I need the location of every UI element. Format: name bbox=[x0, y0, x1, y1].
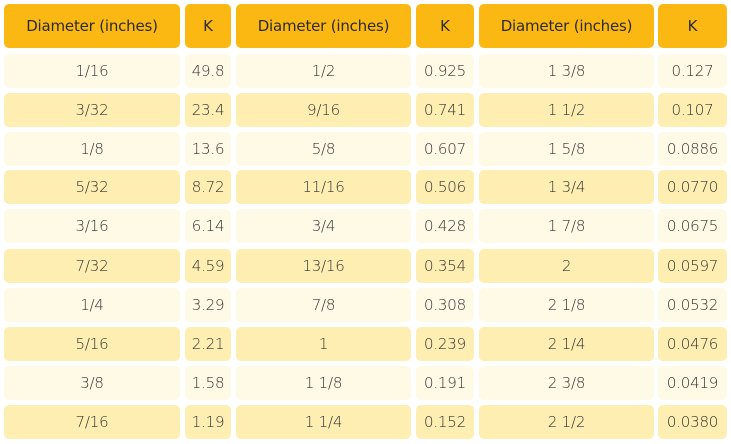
table-cell-k: 8.72 bbox=[185, 170, 231, 204]
table-cell-diameter: 1 3/4 bbox=[479, 170, 654, 204]
table-cell-diameter: 1 1/8 bbox=[236, 366, 411, 400]
table-cell-diameter: 2 1/2 bbox=[479, 405, 654, 439]
table-cell-k: 0.506 bbox=[416, 170, 474, 204]
table-cell-k: 0.0419 bbox=[658, 366, 727, 400]
table-cell-diameter: 7/32 bbox=[4, 249, 180, 283]
table-cell-diameter: 5/16 bbox=[4, 327, 180, 361]
table-cell-k: 0.607 bbox=[416, 132, 474, 166]
table-cell-diameter: 1 bbox=[236, 327, 411, 361]
table-cell-k: 0.925 bbox=[416, 54, 474, 88]
table-cell-k: 6.14 bbox=[185, 209, 231, 243]
header-k-1: K bbox=[185, 4, 231, 48]
table-cell-k: 0.107 bbox=[658, 93, 727, 127]
table-cell-k: 0.127 bbox=[658, 54, 727, 88]
table-cell-diameter: 7/16 bbox=[4, 405, 180, 439]
table-cell-k: 0.0476 bbox=[658, 327, 727, 361]
table-cell-k: 1.58 bbox=[185, 366, 231, 400]
table-cell-diameter: 3/16 bbox=[4, 209, 180, 243]
table-cell-k: 49.8 bbox=[185, 54, 231, 88]
table-cell-diameter: 2 1/4 bbox=[479, 327, 654, 361]
table-cell-k: 0.308 bbox=[416, 288, 474, 322]
table-cell-diameter: 1 1/2 bbox=[479, 93, 654, 127]
table-cell-k: 4.59 bbox=[185, 249, 231, 283]
table-cell-k: 0.152 bbox=[416, 405, 474, 439]
table-cell-diameter: 9/16 bbox=[236, 93, 411, 127]
table-cell-diameter: 1/16 bbox=[4, 54, 180, 88]
table-cell-k: 0.239 bbox=[416, 327, 474, 361]
table-cell-diameter: 2 bbox=[479, 249, 654, 283]
table-cell-k: 0.741 bbox=[416, 93, 474, 127]
table-cell-diameter: 2 1/8 bbox=[479, 288, 654, 322]
table-cell-k: 0.0532 bbox=[658, 288, 727, 322]
table-cell-k: 0.191 bbox=[416, 366, 474, 400]
table-cell-k: 0.0770 bbox=[658, 170, 727, 204]
table-cell-diameter: 11/16 bbox=[236, 170, 411, 204]
table-cell-k: 0.0597 bbox=[658, 249, 727, 283]
table-cell-diameter: 1/2 bbox=[236, 54, 411, 88]
table-cell-diameter: 1 5/8 bbox=[479, 132, 654, 166]
table-cell-diameter: 3/8 bbox=[4, 366, 180, 400]
header-k-3: K bbox=[658, 4, 727, 48]
table-cell-k: 1.19 bbox=[185, 405, 231, 439]
table-cell-k: 0.0380 bbox=[658, 405, 727, 439]
table-cell-diameter: 1/8 bbox=[4, 132, 180, 166]
table-cell-k: 23.4 bbox=[185, 93, 231, 127]
table-cell-diameter: 5/8 bbox=[236, 132, 411, 166]
table-cell-diameter: 7/8 bbox=[236, 288, 411, 322]
table-cell-k: 2.21 bbox=[185, 327, 231, 361]
table-cell-diameter: 1/4 bbox=[4, 288, 180, 322]
table-cell-diameter: 2 3/8 bbox=[479, 366, 654, 400]
table-cell-diameter: 1 3/8 bbox=[479, 54, 654, 88]
table-cell-diameter: 3/4 bbox=[236, 209, 411, 243]
table-cell-diameter: 13/16 bbox=[236, 249, 411, 283]
header-diameter-2: Diameter (inches) bbox=[236, 4, 411, 48]
table-cell-k: 0.354 bbox=[416, 249, 474, 283]
table-cell-diameter: 1 7/8 bbox=[479, 209, 654, 243]
table-cell-k: 0.0886 bbox=[658, 132, 727, 166]
header-diameter-1: Diameter (inches) bbox=[4, 4, 180, 48]
header-k-2: K bbox=[416, 4, 474, 48]
table-cell-k: 3.29 bbox=[185, 288, 231, 322]
table-cell-diameter: 1 1/4 bbox=[236, 405, 411, 439]
table-cell-diameter: 5/32 bbox=[4, 170, 180, 204]
header-diameter-3: Diameter (inches) bbox=[479, 4, 654, 48]
table-cell-diameter: 3/32 bbox=[4, 93, 180, 127]
table-cell-k: 13.6 bbox=[185, 132, 231, 166]
table-cell-k: 0.0675 bbox=[658, 209, 727, 243]
table-cell-k: 0.428 bbox=[416, 209, 474, 243]
